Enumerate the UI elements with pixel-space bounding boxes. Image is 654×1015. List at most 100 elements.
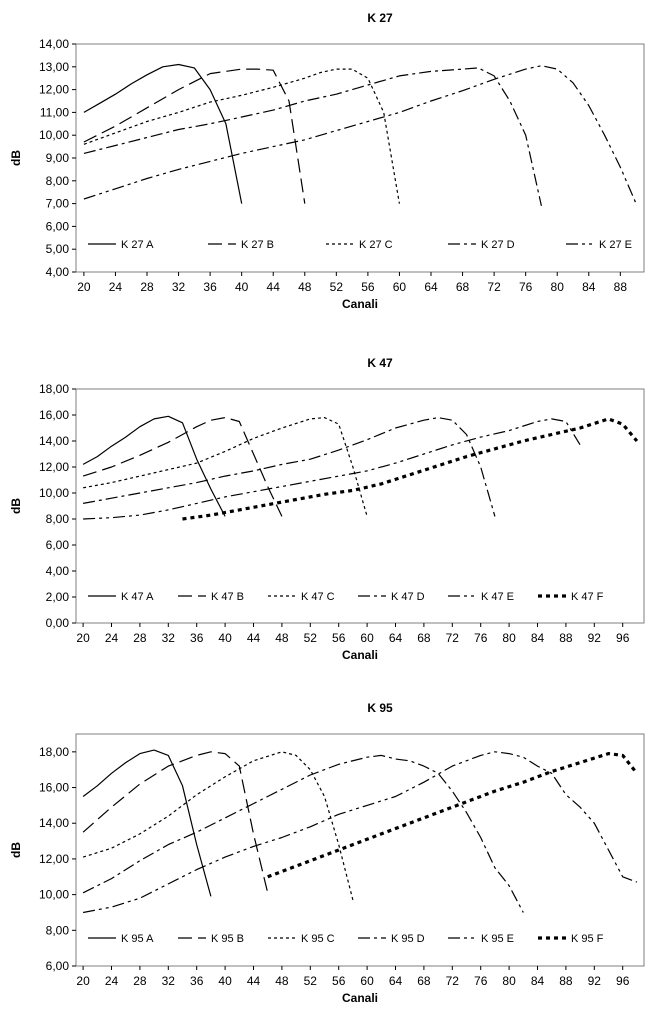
y-tick-label: 14,00 <box>39 434 69 448</box>
x-tick-label: 36 <box>190 974 204 988</box>
x-tick-label: 24 <box>105 974 119 988</box>
x-tick-label: 72 <box>446 974 460 988</box>
x-tick-label: 32 <box>162 631 176 645</box>
series-line-k-47-b <box>82 416 283 517</box>
chart-0: K 27 4,00 5,00 6,00 7,00 8,00 9,00 10,00 11,00 12… <box>9 11 645 311</box>
x-tick-label: 80 <box>502 974 516 988</box>
y-tick-label: 13,00 <box>39 60 69 74</box>
chart-1: K 47 0,00 2,00 4,00 6,00 8,00 10,00 12,00 14,00 1… <box>9 356 645 662</box>
series-line-k-27-a <box>83 63 243 204</box>
legend-entry: K 95 C <box>301 933 335 945</box>
legend-entry: K 27 A <box>121 239 154 251</box>
series-line-k-47-c <box>82 416 368 517</box>
plot-area <box>75 733 645 967</box>
x-tick-label: 84 <box>531 974 545 988</box>
y-tick-label: 12,00 <box>39 83 69 97</box>
y-tick-label: 7,00 <box>46 197 70 211</box>
y-tick-label: 9,00 <box>46 151 70 165</box>
x-tick-label: 64 <box>424 280 438 294</box>
y-tick-label: 14,00 <box>39 37 69 51</box>
series-line-k-27-e <box>83 65 637 204</box>
x-tick-label: 48 <box>275 631 289 645</box>
x-axis-label: Canali <box>342 991 378 1005</box>
series-line-k-27-b <box>83 68 306 204</box>
x-tick-label: 64 <box>389 974 403 988</box>
x-tick-label: 40 <box>218 631 232 645</box>
series-line-k-27-c <box>83 68 400 204</box>
x-tick-label: 40 <box>235 280 249 294</box>
y-axis-label: dB <box>9 498 23 514</box>
x-tick-label: 84 <box>531 631 545 645</box>
x-tick-label: 68 <box>417 974 431 988</box>
x-tick-label: 44 <box>247 974 261 988</box>
legend-entry: K 47 E <box>481 591 514 603</box>
plot-area <box>75 388 645 624</box>
x-tick-label: 48 <box>298 280 312 294</box>
y-tick-label: 8,00 <box>46 174 70 188</box>
x-tick-label: 40 <box>218 974 232 988</box>
y-tick-label: 5,00 <box>46 242 70 256</box>
y-tick-label: 2,00 <box>46 590 70 604</box>
chart-title: K 27 <box>367 11 393 25</box>
x-tick-label: 28 <box>133 631 147 645</box>
x-tick-label: 56 <box>332 631 346 645</box>
legend-entry: K 27 C <box>359 239 393 251</box>
y-tick-label: 10,00 <box>39 888 69 902</box>
y-tick-label: 8,00 <box>46 923 70 937</box>
chart-2: K 95 6,00 8,00 10,00 12,00 14,00 16,00 18,00 20 2… <box>9 701 645 1005</box>
y-tick-label: 14,00 <box>39 816 69 830</box>
legend-entry: K 95 B <box>211 933 244 945</box>
x-tick-label: 96 <box>616 974 630 988</box>
y-tick-label: 18,00 <box>39 382 69 396</box>
y-tick-label: 10,00 <box>39 486 69 500</box>
x-tick-label: 60 <box>360 974 374 988</box>
y-tick-label: 8,00 <box>46 512 70 526</box>
x-axis-label: Canali <box>342 648 378 662</box>
x-tick-label: 44 <box>267 280 281 294</box>
series-line-k-27-d <box>83 67 542 207</box>
x-tick-label: 20 <box>76 631 90 645</box>
x-tick-label: 64 <box>389 631 403 645</box>
x-tick-label: 60 <box>393 280 407 294</box>
x-tick-label: 60 <box>360 631 374 645</box>
x-tick-label: 20 <box>77 280 91 294</box>
x-tick-label: 56 <box>332 974 346 988</box>
y-tick-label: 4,00 <box>46 564 70 578</box>
x-tick-label: 52 <box>304 974 318 988</box>
x-tick-label: 76 <box>474 974 488 988</box>
x-tick-label: 68 <box>417 631 431 645</box>
x-tick-label: 72 <box>487 280 501 294</box>
legend-entry: K 47 B <box>211 591 244 603</box>
x-tick-label: 44 <box>247 631 261 645</box>
y-tick-label: 12,00 <box>39 460 69 474</box>
x-tick-label: 36 <box>190 631 204 645</box>
x-tick-label: 36 <box>203 280 217 294</box>
x-tick-label: 52 <box>330 280 344 294</box>
x-tick-label: 68 <box>456 280 470 294</box>
series-line-k-95-b <box>82 751 269 893</box>
y-tick-label: 0,00 <box>46 616 70 630</box>
y-axis-label: dB <box>9 842 23 858</box>
x-tick-label: 88 <box>559 631 573 645</box>
series-line-k-95-d <box>82 754 524 913</box>
series-line-k-47-e <box>83 418 581 520</box>
y-tick-label: 6,00 <box>46 959 70 973</box>
x-tick-label: 52 <box>304 631 318 645</box>
x-tick-label: 92 <box>588 974 602 988</box>
series-line-k-95-c <box>82 751 354 901</box>
legend-entry: K 27 D <box>481 239 515 251</box>
y-tick-label: 10,00 <box>39 128 69 142</box>
x-tick-label: 28 <box>133 974 147 988</box>
x-tick-label: 24 <box>105 631 119 645</box>
x-tick-label: 80 <box>502 631 516 645</box>
y-tick-label: 16,00 <box>39 781 69 795</box>
x-tick-label: 76 <box>519 280 533 294</box>
y-tick-label: 16,00 <box>39 408 69 422</box>
legend-entry: K 27 B <box>241 239 274 251</box>
y-tick-label: 6,00 <box>46 219 70 233</box>
y-tick-label: 4,00 <box>46 265 70 279</box>
x-tick-label: 32 <box>172 280 186 294</box>
x-tick-label: 76 <box>474 631 488 645</box>
x-tick-label: 80 <box>551 280 565 294</box>
series-line-k-95-a <box>82 749 212 897</box>
